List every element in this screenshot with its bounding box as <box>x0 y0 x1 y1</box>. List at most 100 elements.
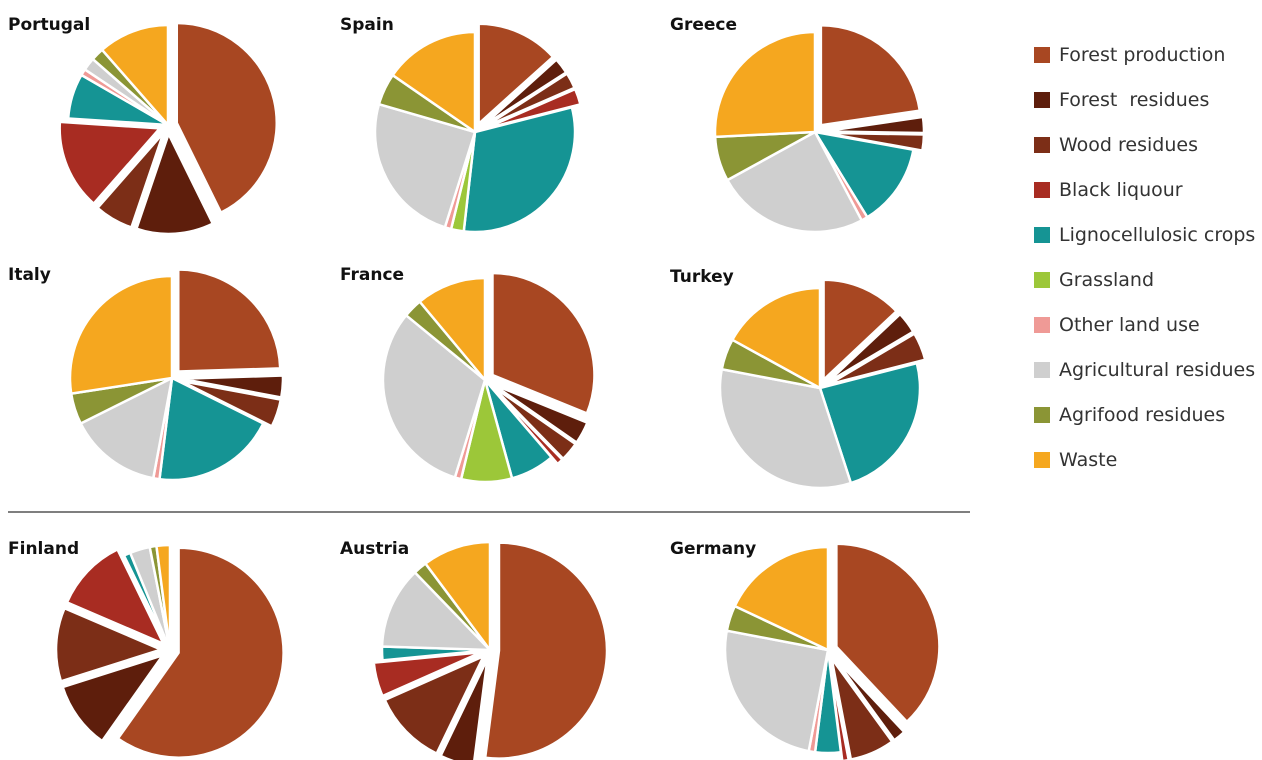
pie-slice-spain-forest-residues <box>480 58 568 128</box>
pie-slice-portugal-waste <box>100 23 170 127</box>
pie-title-portugal: Portugal <box>8 15 90 35</box>
pie-slice-germany-wood-residues <box>830 657 894 760</box>
pie-slice-finland-wood-residues <box>54 606 163 683</box>
legend-item-forest-residues: Forest residues <box>1034 77 1255 122</box>
pie-slice-greece-forest-production <box>819 23 922 127</box>
pie-slice-finland-forest-residues <box>61 654 164 743</box>
pie-slice-germany-waste <box>733 545 830 652</box>
pie-slice-greece-lignocellulosic-crops <box>813 130 915 219</box>
legend-swatch <box>1034 316 1050 333</box>
pie-slice-portugal-forest-residues <box>135 132 215 236</box>
legend-label: Agricultural residues <box>1059 358 1256 381</box>
pie-slice-austria-forest-production <box>483 541 609 760</box>
pie-slice-germany-black-liquour <box>828 657 850 760</box>
pie-slice-italy-waste <box>68 274 174 395</box>
pie-slice-italy-agricultural-residues <box>79 376 174 480</box>
legend-item-wood-residues: Wood residues <box>1034 122 1255 167</box>
pie-slice-turkey-forest-production <box>822 278 898 381</box>
pie-slice-turkey-forest-residues <box>825 312 915 384</box>
legend-item-grassland: Grassland <box>1034 257 1255 302</box>
legend-label: Lignocellulosic crops <box>1059 223 1256 246</box>
legend-swatch <box>1034 361 1050 378</box>
pie-italy: Italy <box>8 265 285 482</box>
pie-slice-spain-lignocellulosic-crops <box>462 106 577 234</box>
legend-swatch <box>1034 226 1050 243</box>
pie-title-austria: Austria <box>340 539 409 559</box>
pie-slice-italy-forest-production <box>177 268 282 373</box>
pie-title-turkey: Turkey <box>670 267 734 287</box>
legend-label: Grassland <box>1059 268 1154 291</box>
legend-swatch <box>1034 181 1050 198</box>
pie-title-italy: Italy <box>8 265 51 285</box>
pie-slice-spain-agricultural-residues <box>373 102 477 229</box>
pie-slice-france-waste <box>418 276 487 382</box>
pie-greece: Greece <box>670 15 926 234</box>
pie-slice-italy-forest-residues <box>179 374 285 399</box>
legend-label: Waste <box>1059 448 1118 471</box>
legend-swatch <box>1034 46 1050 63</box>
legend-label: Forest residues <box>1059 88 1210 111</box>
pie-slice-italy-lignocellulosic-crops <box>158 376 265 482</box>
pie-slice-finland-forest-production <box>116 546 285 759</box>
pie-slice-finland-black-liquour <box>65 548 165 646</box>
legend-item-agricultural-residues: Agricultural residues <box>1034 347 1255 392</box>
pie-slice-germany-forest-production <box>835 542 941 724</box>
pie-slice-austria-black-liquour <box>372 651 483 698</box>
legend: Forest production Forest residues Wood res… <box>1034 32 1255 482</box>
pie-title-france: France <box>340 265 404 285</box>
pie-title-greece: Greece <box>670 15 737 35</box>
pie-slice-greece-forest-residues <box>822 115 926 135</box>
pie-slice-italy-wood-residues <box>179 379 283 428</box>
pie-title-spain: Spain <box>340 15 394 35</box>
legend-label: Forest production <box>1059 43 1226 66</box>
pie-slice-austria-wood-residues <box>383 655 485 755</box>
legend-item-lignocellulosic-crops: Lignocellulosic crops <box>1034 212 1255 257</box>
pie-slice-finland-waste <box>155 543 172 652</box>
legend-item-other-land-use: Other land use <box>1034 302 1255 347</box>
legend-label: Agrifood residues <box>1059 403 1226 426</box>
pie-slice-portugal-forest-production <box>175 21 278 214</box>
pie-turkey: Turkey <box>670 267 927 490</box>
pie-slice-austria-forest-residues <box>439 657 489 760</box>
pie-germany: Germany <box>670 539 941 760</box>
legend-label: Black liquour <box>1059 178 1183 201</box>
pie-slice-austria-agricultural-residues <box>380 571 492 652</box>
pie-austria: Austria <box>340 539 609 760</box>
legend-item-forest-production: Forest production <box>1034 32 1255 77</box>
pie-spain: Spain <box>340 15 582 234</box>
legend-label: Other land use <box>1059 313 1200 336</box>
legend-item-waste: Waste <box>1034 437 1255 482</box>
pie-slice-germany-agricultural-residues <box>723 629 830 753</box>
pie-portugal: Portugal <box>8 15 278 236</box>
pie-slice-portugal-black-liquour <box>58 120 161 205</box>
pie-slice-spain-black-liquour <box>482 87 582 131</box>
pie-slice-germany-forest-residues <box>832 655 906 742</box>
legend-item-black-liquour: Black liquour <box>1034 167 1255 212</box>
pie-slice-turkey-agricultural-residues <box>718 368 853 490</box>
pie-title-finland: Finland <box>8 539 79 559</box>
pie-slice-turkey-wood-residues <box>827 332 927 386</box>
pie-title-germany: Germany <box>670 539 756 559</box>
pie-slice-austria-waste <box>424 540 492 652</box>
pie-slice-portugal-wood-residues <box>96 131 165 229</box>
pie-france: France <box>340 265 596 484</box>
legend-swatch <box>1034 91 1050 108</box>
pie-slice-spain-forest-production <box>477 22 555 126</box>
legend-item-agrifood-residues: Agrifood residues <box>1034 392 1255 437</box>
pie-slice-turkey-lignocellulosic-crops <box>818 361 922 485</box>
pie-slice-turkey-waste <box>731 286 822 390</box>
pie-slice-greece-agricultural-residues <box>726 130 863 234</box>
pie-slice-greece-waste <box>713 30 817 139</box>
pie-slice-spain-waste <box>391 30 477 134</box>
pie-slice-france-agricultural-residues <box>381 314 487 479</box>
pie-finland: Finland <box>8 539 285 759</box>
legend-label: Wood residues <box>1059 133 1198 156</box>
pie-slice-spain-wood-residues <box>481 72 576 129</box>
legend-swatch <box>1034 406 1050 423</box>
pie-slice-france-forest-residues <box>491 383 589 444</box>
legend-swatch <box>1034 451 1050 468</box>
legend-swatch <box>1034 271 1050 288</box>
legend-swatch <box>1034 136 1050 153</box>
pie-slice-france-forest-production <box>491 271 596 415</box>
